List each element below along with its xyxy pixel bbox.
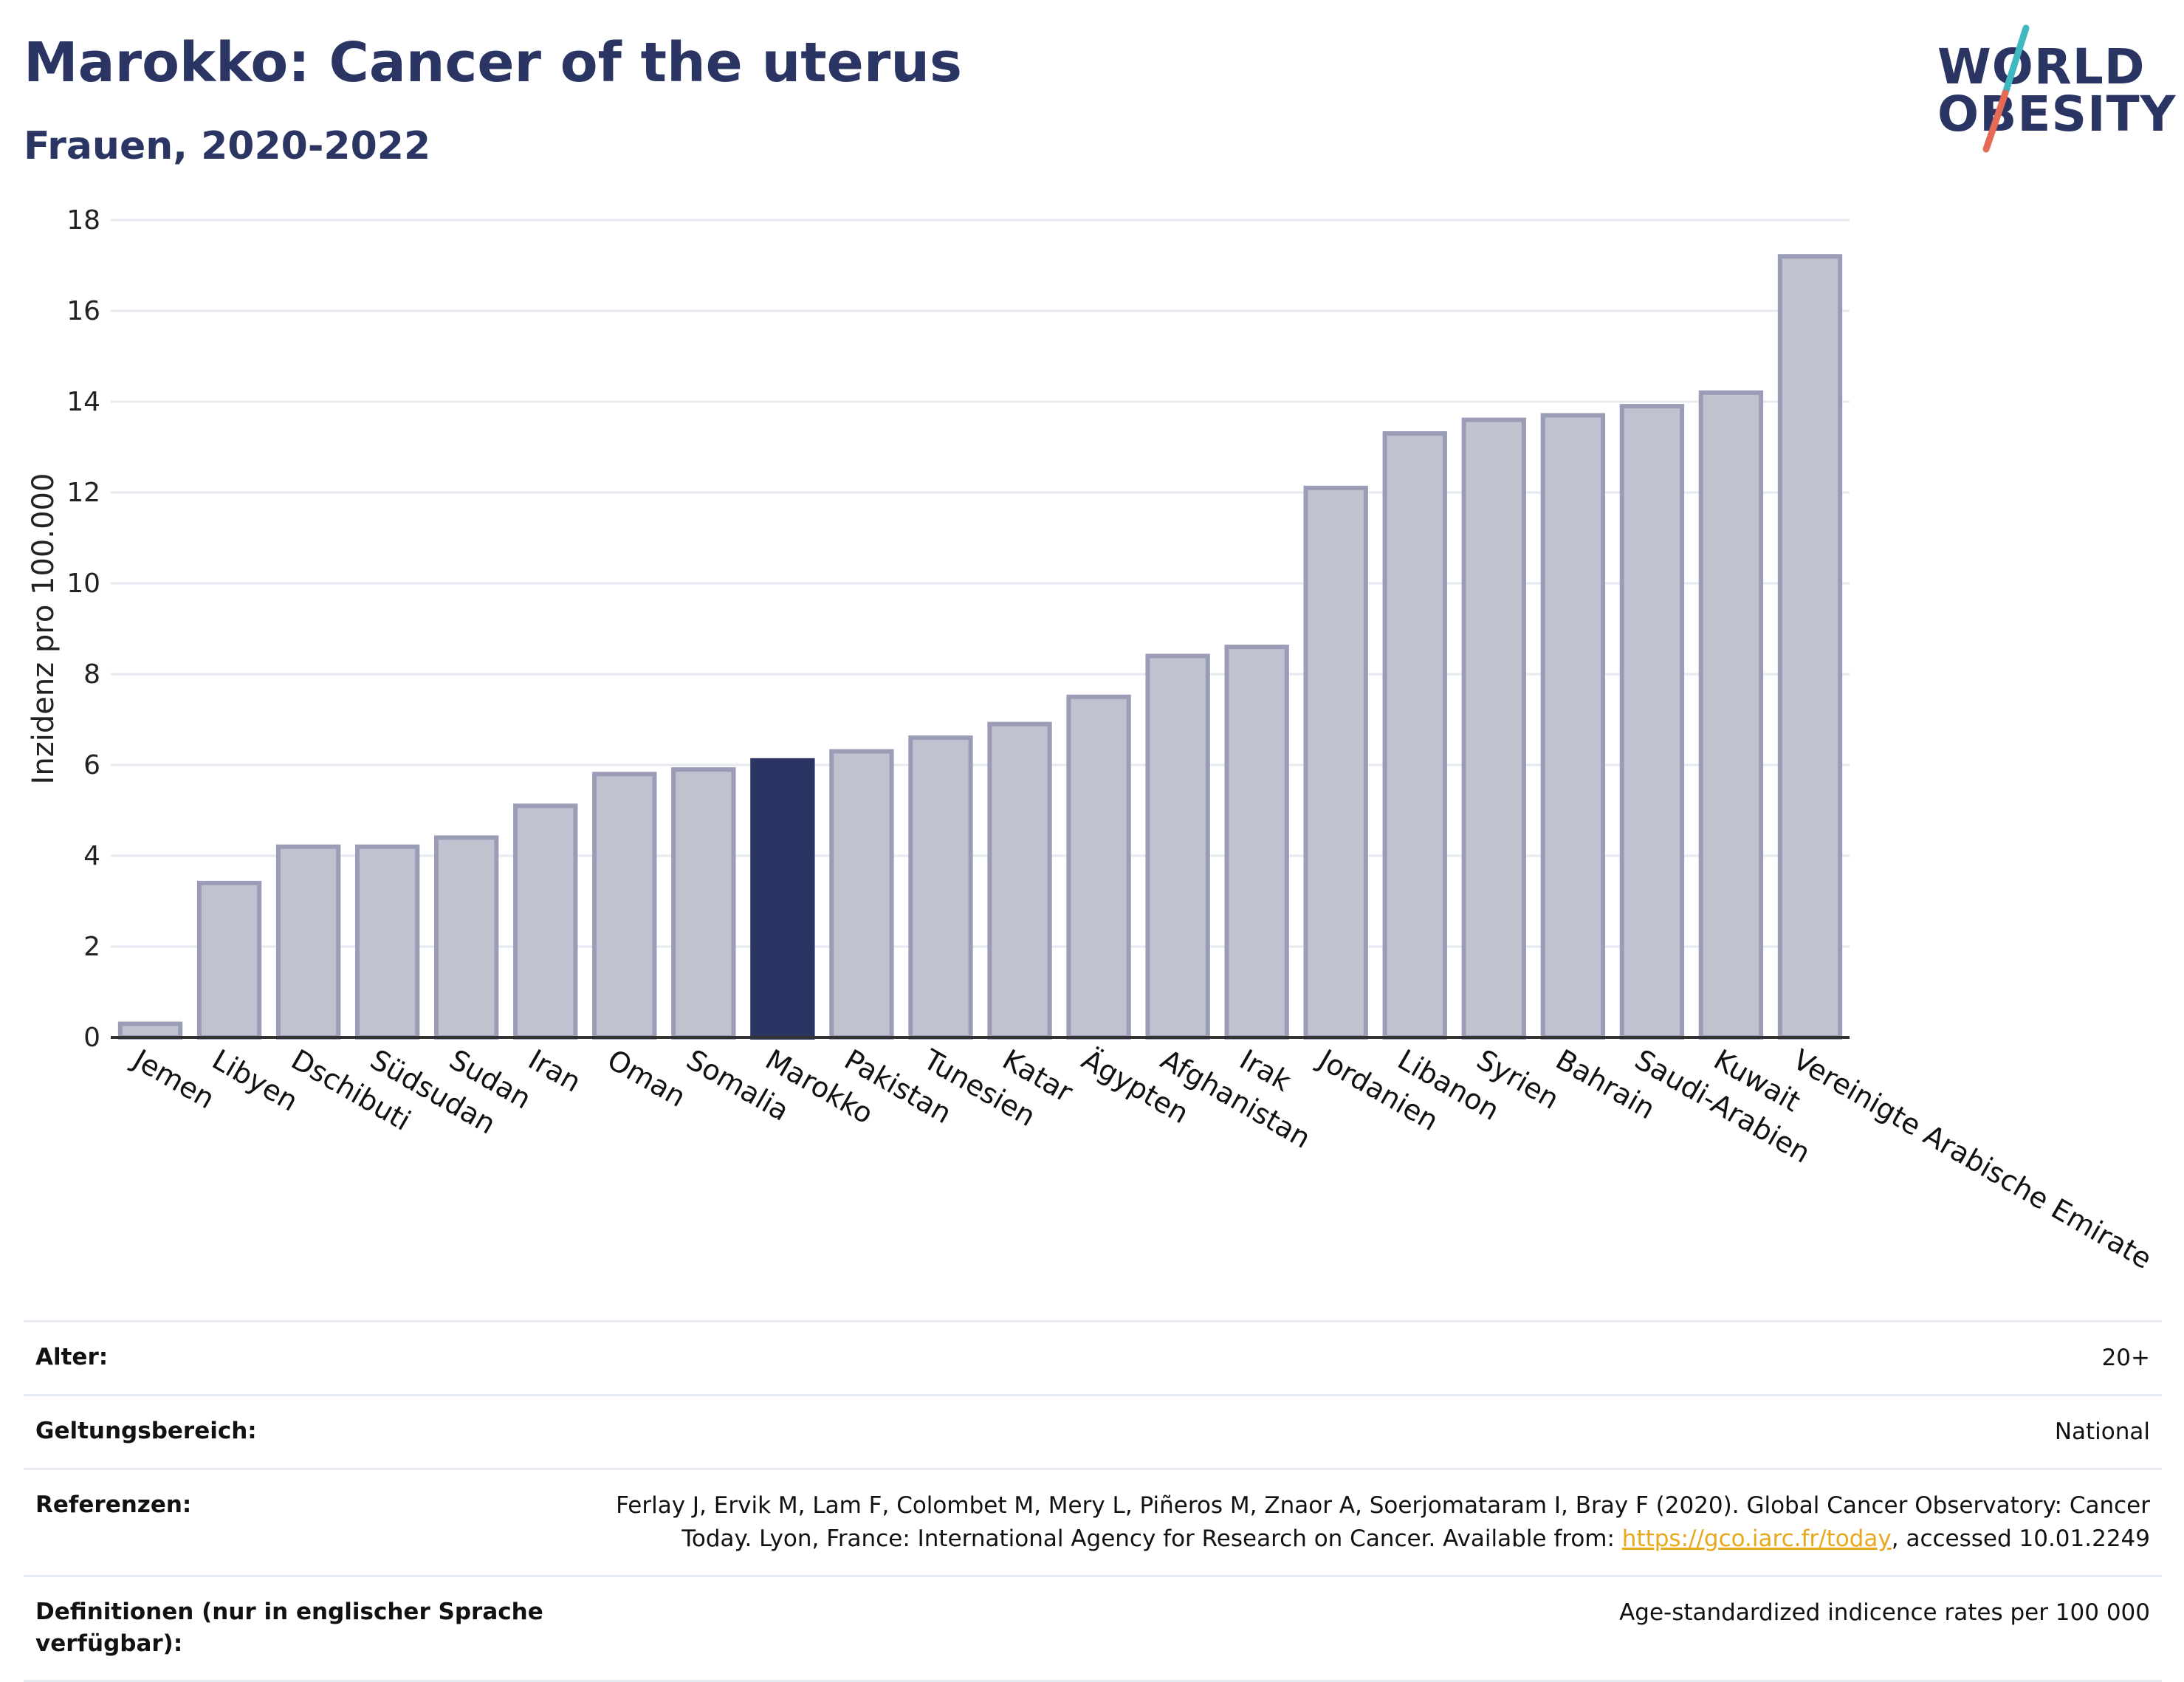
bar <box>1619 404 1685 1040</box>
bar <box>829 749 894 1040</box>
references-label: Referenzen: <box>35 1491 192 1518</box>
definitions-label: Definitionen (nur in englischer Sprache … <box>35 1598 543 1658</box>
chart-subtitle: Frauen, 2020-2022 <box>24 124 431 168</box>
logo-slash-icon <box>1982 24 2030 153</box>
bar <box>1540 413 1606 1040</box>
info-row-references: Referenzen: Ferlay J, Ervik M, Lam F, Co… <box>24 1467 2162 1575</box>
info-row-definitions: Definitionen (nur in englischer Sprache … <box>24 1574 2162 1682</box>
logo-line-2: OBESITY <box>1937 86 2177 143</box>
world-obesity-logo: WORLD OBESITY <box>1920 22 2175 155</box>
bar <box>908 735 973 1040</box>
bar <box>592 772 657 1040</box>
bar <box>513 803 578 1040</box>
bar <box>1777 254 1843 1040</box>
y-tick-label: 2 <box>83 932 100 962</box>
reference-link[interactable]: https://gco.iarc.fr/today <box>1621 1525 1892 1552</box>
chart-title: Marokko: Cancer of the uterus <box>24 31 963 95</box>
bar <box>750 758 815 1040</box>
x-tick-label: Oman <box>602 1043 691 1113</box>
x-tick-label: Libyen <box>207 1043 303 1118</box>
info-table: Alter: 20+ Geltungsbereich: National Ref… <box>24 1320 2162 1682</box>
references-value: Ferlay J, Ervik M, Lam F, Colombet M, Me… <box>563 1489 2150 1556</box>
bar <box>117 1021 183 1040</box>
definitions-value: Age-standardized indicence rates per 100… <box>1619 1599 2150 1626</box>
bar <box>1382 431 1447 1040</box>
y-tick-label: 18 <box>66 205 100 236</box>
bar <box>1461 417 1526 1040</box>
age-value: 20+ <box>2101 1345 2150 1371</box>
scope-label: Geltungsbereich: <box>35 1417 257 1444</box>
bar <box>671 767 736 1040</box>
y-tick-label: 14 <box>66 387 100 417</box>
logo-line-1: WORLD <box>1937 38 2146 95</box>
info-row-scope: Geltungsbereich: National <box>24 1393 2162 1468</box>
y-tick-label: 8 <box>83 659 100 690</box>
info-row-age: Alter: 20+ <box>24 1320 2162 1394</box>
x-tick-label: Vereinigte Arabische Emirate <box>1788 1043 2157 1276</box>
bar-chart: 0 2 4 6 8 10 12 14 16 18 Inzidenz pro 100.000 Jemen… <box>27 205 2157 1276</box>
scope-value: National <box>2054 1418 2150 1445</box>
y-tick-label: 4 <box>83 841 100 871</box>
y-tick-label: 10 <box>66 569 100 599</box>
bar <box>1698 390 1764 1040</box>
bar <box>987 721 1052 1040</box>
bar <box>1303 485 1368 1040</box>
bar <box>275 844 341 1040</box>
bar <box>1145 653 1210 1040</box>
bar <box>434 835 499 1040</box>
y-tick-label: 0 <box>83 1023 100 1053</box>
reference-accessed: , accessed 10.01.2249 <box>1891 1525 2150 1552</box>
y-axis-label: Inzidenz pro 100.000 <box>27 473 61 785</box>
bar <box>1066 694 1131 1040</box>
reference-text: Ferlay J, Ervik M, Lam F, Colombet M, Me… <box>616 1492 2150 1552</box>
bar <box>196 880 262 1040</box>
x-tick-label: Jemen <box>126 1043 220 1116</box>
y-tick-label: 12 <box>66 478 100 508</box>
y-tick-label: 6 <box>83 750 100 780</box>
bar <box>1224 645 1289 1040</box>
age-label: Alter: <box>35 1344 109 1370</box>
bar <box>354 844 420 1040</box>
y-tick-label: 16 <box>66 296 100 326</box>
